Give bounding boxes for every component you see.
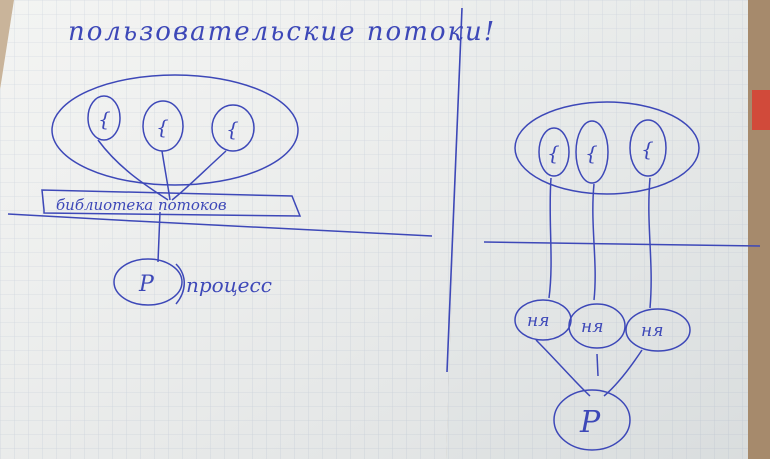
thread-symbol-3: {: [226, 117, 239, 141]
left-diagram: [7, 74, 433, 306]
kernel-link-3: [603, 349, 643, 397]
kernel-thread-1: [514, 299, 572, 341]
kernel-boundary-right: [483, 241, 761, 247]
user-space-ellipse: [51, 74, 299, 186]
thread-link-3: [171, 150, 227, 201]
thread-symbol-1: {: [98, 107, 111, 131]
thread-oval-right-1: [538, 127, 570, 177]
thread-symbol-right-1: {: [547, 141, 560, 165]
kernel-link-1: [535, 339, 591, 397]
process-link-left: [157, 211, 161, 263]
thread-oval-right-2: [575, 120, 609, 184]
thread-oval-2: [142, 100, 184, 152]
thread-wire-1: [548, 177, 552, 299]
right-diagram: [483, 101, 761, 451]
thread-oval-right-3: [629, 119, 667, 177]
kernel-thread-label-2: ня: [581, 317, 603, 337]
page-fold-line: [446, 7, 463, 373]
kernel-thread-3: [625, 308, 691, 352]
thread-oval-1: [87, 95, 121, 141]
thread-link-2: [161, 150, 171, 201]
process-symbol-right: P: [579, 405, 601, 440]
process-circle-right: [553, 389, 631, 451]
process-circle-left: [113, 258, 183, 306]
thread-wire-3: [648, 177, 652, 309]
process-label: процесс: [186, 273, 272, 297]
thread-symbol-right-2: {: [585, 141, 598, 165]
kernel-boundary-left: [7, 213, 433, 237]
library-label: библиотека потоков: [56, 196, 227, 214]
library-box: [41, 189, 302, 217]
desk-edge: [748, 0, 770, 459]
user-space-ellipse-right: [514, 101, 700, 195]
kernel-thread-label-3: ня: [641, 321, 663, 341]
thread-symbol-right-3: {: [641, 137, 654, 161]
kernel-link-2: [596, 353, 599, 377]
kernel-thread-label-1: ня: [527, 311, 549, 331]
sticky-note: [752, 90, 770, 130]
thread-oval-3: [211, 104, 255, 152]
process-symbol-left: P: [138, 272, 155, 297]
thread-link-1: [97, 139, 169, 201]
page-title: пользовательские потоки!: [68, 17, 496, 47]
process-label-bracket: [175, 263, 185, 305]
thread-wire-2: [592, 183, 596, 301]
kernel-thread-2: [568, 303, 626, 349]
thread-symbol-2: {: [156, 115, 169, 139]
